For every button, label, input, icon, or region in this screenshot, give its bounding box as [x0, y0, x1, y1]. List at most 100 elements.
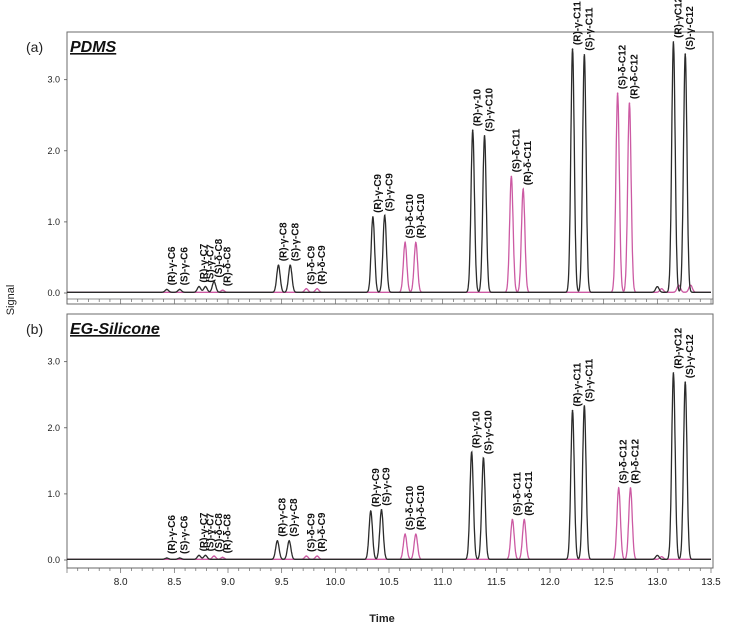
- peak-label: (S)-γ-C9: [385, 173, 396, 212]
- y-axis-title: Signal: [5, 285, 17, 316]
- peak-label: (S)-γ-C11: [584, 358, 595, 402]
- x-tick-labels: 8.0 8.5 9.0 9.5 10.0 10.5 11.0 11.5 12.0 12.5 13.0…: [114, 577, 721, 588]
- peak-marker: [166, 557, 168, 559]
- peak-marker: [511, 518, 514, 521]
- peak-label: (S)-γ-C8: [289, 498, 300, 537]
- peak-marker: [672, 372, 675, 374]
- peak-label: (S)-δ-C9: [306, 245, 317, 284]
- peak-label: (S)-γ-C6: [180, 247, 191, 286]
- peak-marker: [316, 287, 318, 290]
- peak-marker: [684, 381, 687, 383]
- peak-marker: [617, 487, 620, 489]
- peak-label: (R)-δ-C9: [317, 245, 328, 285]
- peak-label: (R)-γ-C8: [277, 497, 288, 536]
- peak-marker: [415, 241, 417, 244]
- peak-label: (R)-γ-C7: [199, 243, 210, 282]
- peak-marker: [213, 555, 215, 557]
- x-tick-label: 10.5: [379, 577, 399, 588]
- peak-label: (S)-δ-C11: [511, 128, 522, 172]
- peak-label: (S)-δ-C11: [512, 471, 523, 515]
- peak-label: (R)-γ-C6: [167, 515, 178, 554]
- panel-title: EG-Silicone: [70, 321, 160, 338]
- x-tick-label: 9.5: [275, 577, 289, 588]
- peak-label: (R)-δ-C8: [223, 246, 234, 286]
- peak-label: (S)-δ-C8: [214, 238, 225, 277]
- peak-label: (R)-γ-C8: [278, 222, 289, 261]
- peak-label: (R)-δ-C10: [416, 193, 427, 238]
- peak-marker: [204, 554, 207, 557]
- panel-letter: (a): [26, 39, 43, 55]
- peak-label: (S)-δ-C12: [619, 439, 630, 484]
- peak-label: (R)-δ-C8: [223, 514, 234, 554]
- peak-marker: [628, 102, 631, 104]
- peak-marker: [415, 533, 417, 536]
- peak-marker: [616, 92, 619, 94]
- panel-letter: (b): [26, 321, 43, 337]
- y-tick-label: 0.0: [47, 555, 60, 565]
- peak-marker: [305, 287, 308, 290]
- peak-label: (S)-δ-C8: [214, 513, 225, 552]
- y-tick-label: 2.0: [47, 146, 60, 156]
- y-tick-label: 3.0: [47, 357, 60, 367]
- peak-label: (R)-γ-10: [472, 411, 483, 449]
- x-axis-title: Time: [369, 613, 394, 625]
- peak-marker: [404, 241, 406, 244]
- y-tick-label: 0.0: [47, 288, 60, 298]
- peak-marker: [178, 557, 181, 559]
- peak-label: (R)-γ-C6: [167, 246, 178, 285]
- x-tick-label: 9.0: [221, 577, 235, 588]
- peak-label: (R)-γC12: [673, 0, 684, 38]
- peak-marker: [380, 508, 383, 511]
- peak-marker: [629, 487, 632, 489]
- peak-label: (R)-δ-C11: [524, 471, 535, 516]
- peak-label: (S)-γ-C10: [484, 410, 495, 454]
- peak-marker: [583, 405, 586, 407]
- peak-marker: [383, 214, 386, 217]
- peak-marker: [510, 175, 513, 178]
- x-tick-label: 8.0: [114, 577, 128, 588]
- peak-label: (S)-δ-C9: [306, 513, 317, 552]
- peak-marker: [470, 451, 473, 454]
- peak-label: (S)-γ-C8: [290, 223, 301, 262]
- peak-label: (S)-γ-C9: [382, 467, 393, 506]
- peak-marker: [198, 285, 200, 288]
- peak-marker: [482, 457, 485, 459]
- peak-marker: [404, 533, 406, 536]
- peak-marker: [483, 135, 486, 137]
- trace-black: [67, 373, 711, 560]
- peak-marker: [522, 188, 524, 190]
- peak-label: (R)-γC12: [673, 327, 684, 369]
- peak-label: (R)-δ-C11: [523, 140, 534, 185]
- peak-label: (S)-γ-C10: [485, 87, 496, 131]
- peak-label: (S)-γ-C7: [206, 244, 217, 283]
- peak-marker: [471, 129, 474, 131]
- peak-label: (R)-δ-C12: [631, 439, 642, 484]
- x-tick-label: 12.5: [594, 577, 614, 588]
- x-tick-label: 13.5: [701, 577, 721, 588]
- peak-marker: [305, 555, 308, 557]
- x-tick-label: 11.5: [487, 577, 506, 588]
- peak-label: (R)-δ-C10: [416, 485, 427, 530]
- y-tick-label: 3.0: [47, 75, 60, 85]
- peak-label: (S)-γ-C12: [685, 6, 696, 50]
- peak-marker: [221, 556, 224, 559]
- peak-marker: [684, 53, 687, 55]
- peak-marker: [213, 280, 215, 283]
- y-tick-label: 1.0: [47, 489, 60, 499]
- peak-marker: [583, 53, 586, 56]
- x-tick-label: 11.0: [433, 577, 452, 588]
- peak-marker: [523, 518, 526, 521]
- peak-marker: [672, 41, 675, 43]
- peak-label: (R)-δ-C12: [629, 54, 640, 99]
- panel-a: (a) PDMS 0.0 1.0 2.0 3.0 (R)-γ-C6 (S)-γ-C6 (R)-γ…: [26, 0, 714, 305]
- x-tick-label: 10.0: [326, 577, 346, 588]
- peak-label: (R)-γ-C9: [373, 174, 384, 213]
- y-tick-label: 1.0: [47, 217, 60, 227]
- peak-marker: [178, 288, 181, 291]
- peak-marker: [372, 216, 374, 218]
- peak-label: (R)-γ-10: [473, 89, 484, 127]
- peak-label: (R)-γ-C11: [573, 362, 584, 406]
- peak-marker: [276, 540, 279, 542]
